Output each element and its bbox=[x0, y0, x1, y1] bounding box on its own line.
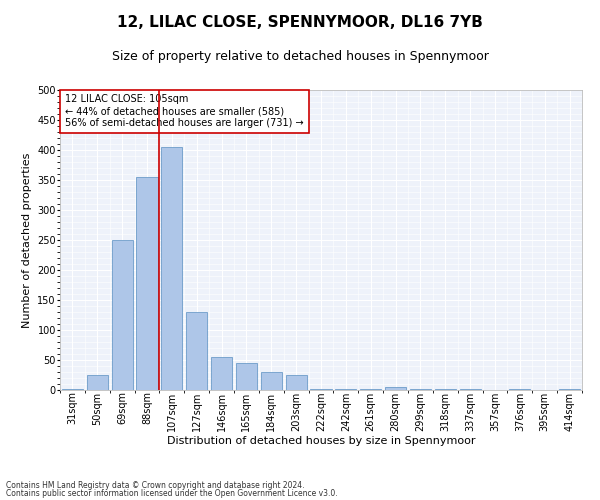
Bar bbox=[286, 375, 307, 390]
X-axis label: Distribution of detached houses by size in Spennymoor: Distribution of detached houses by size … bbox=[167, 436, 475, 446]
Bar bbox=[335, 389, 356, 390]
Text: Contains HM Land Registry data © Crown copyright and database right 2024.: Contains HM Land Registry data © Crown c… bbox=[6, 481, 305, 490]
Y-axis label: Number of detached properties: Number of detached properties bbox=[22, 152, 32, 328]
Bar bbox=[410, 389, 431, 390]
Text: Contains public sector information licensed under the Open Government Licence v3: Contains public sector information licen… bbox=[6, 488, 338, 498]
Bar bbox=[310, 389, 332, 390]
Bar bbox=[161, 147, 182, 390]
Bar bbox=[186, 312, 207, 390]
Text: 12 LILAC CLOSE: 105sqm
← 44% of detached houses are smaller (585)
56% of semi-de: 12 LILAC CLOSE: 105sqm ← 44% of detached… bbox=[65, 94, 304, 128]
Bar bbox=[211, 357, 232, 390]
Bar bbox=[236, 363, 257, 390]
Text: 12, LILAC CLOSE, SPENNYMOOR, DL16 7YB: 12, LILAC CLOSE, SPENNYMOOR, DL16 7YB bbox=[117, 15, 483, 30]
Bar bbox=[87, 375, 108, 390]
Bar bbox=[112, 240, 133, 390]
Bar bbox=[261, 372, 282, 390]
Bar bbox=[435, 389, 456, 390]
Bar bbox=[385, 387, 406, 390]
Text: Size of property relative to detached houses in Spennymoor: Size of property relative to detached ho… bbox=[112, 50, 488, 63]
Bar bbox=[136, 177, 158, 390]
Bar bbox=[360, 389, 381, 390]
